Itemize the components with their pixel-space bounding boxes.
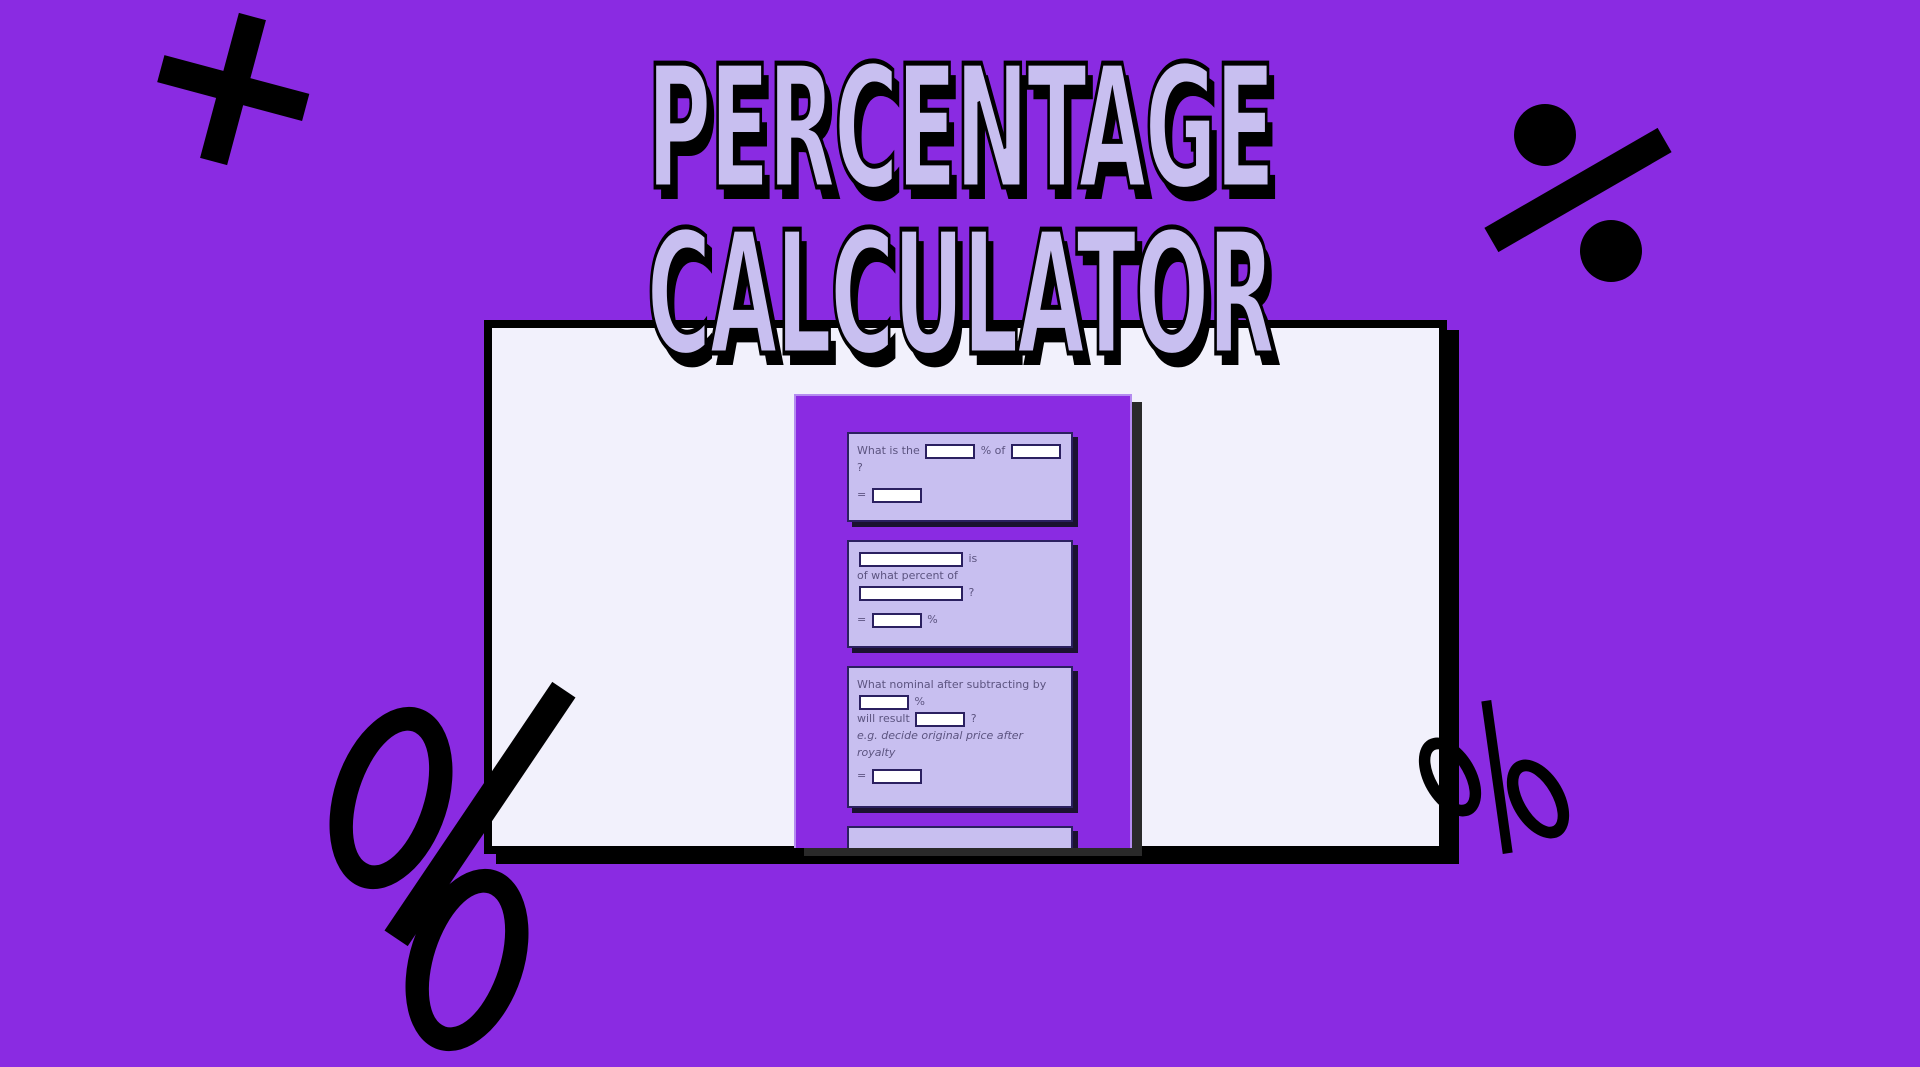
card2-suffix: ? [968, 586, 975, 599]
card3-suffix: ? [970, 712, 977, 725]
card1-suffix: ? [857, 461, 863, 474]
percent-icon [307, 681, 576, 1067]
calculator-window: What is the % of ? = is of what percent … [484, 320, 1447, 854]
result-prefix: = [857, 488, 867, 501]
card3-pct: % [914, 695, 925, 708]
result-prefix: = [857, 769, 867, 782]
percent-icon [1405, 700, 1583, 870]
what-percent-card: is of what percent of ? = % [847, 540, 1073, 648]
percent-input[interactable] [925, 443, 976, 459]
card3-line1: What nominal after subtracting by [857, 678, 1047, 691]
plus-icon [141, 0, 325, 181]
card3-line3: will result [857, 712, 910, 725]
title-line-2: CALCULATOR [645, 196, 1277, 394]
final-value-input[interactable] [915, 711, 966, 727]
calculator-panel: What is the % of ? = is of what percent … [794, 394, 1132, 848]
card2-is: is [968, 552, 978, 565]
whole-value-input[interactable] [859, 585, 963, 601]
result-field[interactable] [871, 487, 922, 503]
next-card [847, 826, 1073, 848]
result-field[interactable] [871, 768, 922, 784]
card1-prefix: What is the [857, 444, 920, 457]
subtract-percent-input[interactable] [859, 694, 909, 710]
card1-mid: % of [980, 444, 1006, 457]
base-value-input[interactable] [1010, 443, 1061, 459]
result-field[interactable] [871, 612, 922, 628]
result-prefix: = [857, 613, 867, 626]
percent-of-card: What is the % of ? = [847, 432, 1073, 522]
original-value-card: What nominal after subtracting by % will… [847, 666, 1073, 808]
card3-example: e.g. decide original price after royalty [857, 729, 1024, 759]
title-line-1: PERCENTAGE [645, 30, 1276, 228]
part-value-input[interactable] [859, 551, 963, 567]
percent-icon [1480, 100, 1680, 290]
card2-line2: of what percent of [857, 569, 958, 582]
result-suffix: % [927, 613, 938, 626]
